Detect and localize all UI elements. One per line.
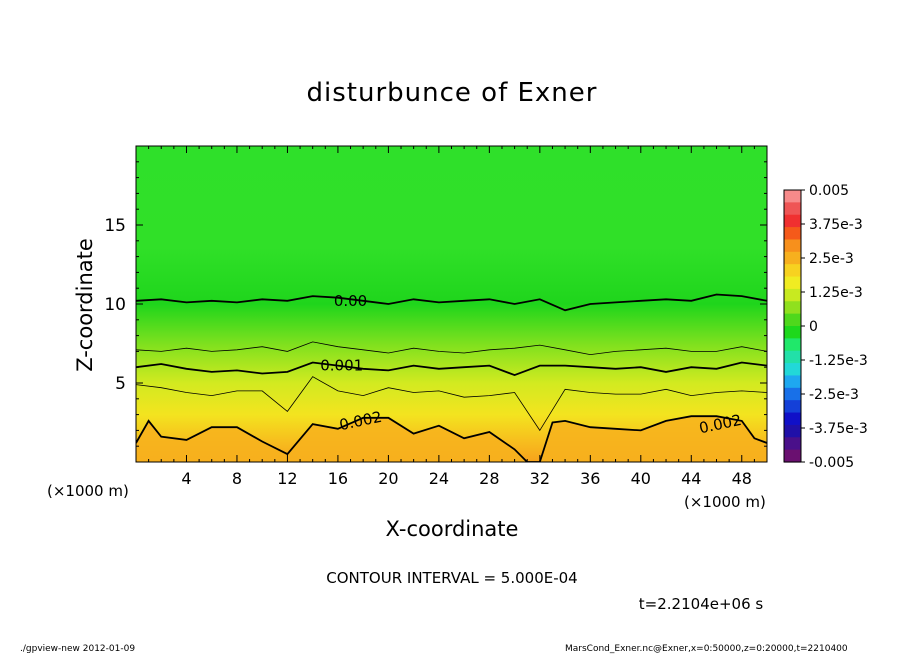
chart-title: disturbunce of Exner — [307, 78, 598, 108]
colorbar-swatch — [784, 363, 801, 377]
colorbar-label: 0 — [809, 319, 818, 335]
colorbar-swatch — [784, 326, 801, 339]
colorbar-swatch — [784, 387, 801, 401]
colorbar-label: -1.25e-3 — [809, 353, 868, 369]
x-tick-label: 36 — [580, 469, 600, 488]
colorbar-swatch — [784, 313, 801, 327]
footer-right: MarsCond_Exner.nc@Exner,x=0:50000,z=0:20… — [565, 644, 848, 654]
contour-interval-note: CONTOUR INTERVAL = 5.000E-04 — [326, 569, 577, 587]
x-tick-label: 12 — [277, 469, 297, 488]
y-tick-label: 10 — [104, 295, 126, 315]
colorbar-swatch — [784, 350, 801, 364]
x-tick-label: 48 — [732, 469, 752, 488]
x-tick-label: 28 — [479, 469, 499, 488]
colorbar-swatch — [784, 338, 801, 352]
y-axis: 5 10 15 — [104, 161, 767, 447]
colorbar-label: -3.75e-3 — [809, 421, 868, 437]
x-tick-label: 16 — [328, 469, 348, 488]
colorbar-swatch — [784, 276, 801, 290]
colorbar-label: 2.5e-3 — [809, 251, 854, 267]
x-tick-label: 8 — [232, 469, 242, 488]
x-tick-label: 40 — [631, 469, 651, 488]
x-axis: 4 8 12 16 20 24 28 32 36 40 44 48 — [148, 146, 755, 488]
contour-line-0.0015 — [136, 376, 767, 432]
field-background — [136, 146, 767, 462]
colorbar-label: 1.25e-3 — [809, 285, 863, 301]
x-unit-left: (×1000 m) — [47, 482, 129, 500]
colorbar-swatch — [784, 251, 801, 265]
contour-label: 0.001 — [320, 357, 363, 375]
x-tick-label: 44 — [681, 469, 701, 488]
colorbar-swatch — [784, 239, 801, 253]
orange-band — [136, 416, 767, 462]
time-stamp: t=2.2104e+06 s — [639, 595, 764, 613]
colorbar-swatch — [784, 449, 801, 463]
x-tick-label: 32 — [530, 469, 550, 488]
x-tick-label: 4 — [181, 469, 191, 488]
x-tick-label: 20 — [378, 469, 398, 488]
colorbar-swatch — [784, 202, 801, 216]
colorbar-swatch — [784, 288, 801, 302]
colorbar-swatch — [784, 227, 801, 241]
colorbar-swatch — [784, 214, 801, 228]
colorbar: 0.005 3.75e-3 2.5e-3 1.25e-3 0 -1.25e-3 -2.5e-… — [783, 183, 868, 471]
colorbar-label: 3.75e-3 — [809, 217, 863, 233]
contour-label: 0.00 — [334, 292, 367, 310]
colorbar-swatch — [784, 412, 801, 426]
colorbar-label: -2.5e-3 — [809, 387, 859, 403]
colorbar-label: -0.005 — [809, 455, 854, 471]
footer-left: ./gpview-new 2012-01-09 — [20, 644, 135, 654]
contour-line-0.00 — [136, 293, 767, 312]
colorbar-swatch — [784, 437, 801, 451]
colorbar-swatch — [784, 301, 801, 315]
contour-line-0.0005 — [136, 341, 767, 356]
y-tick-label: 15 — [104, 216, 126, 236]
colorbar-swatch — [784, 190, 801, 203]
contour-line-0.002 — [136, 415, 767, 462]
colorbar-label: 0.005 — [809, 183, 849, 199]
x-tick-label: 24 — [429, 469, 449, 488]
colorbar-swatch — [784, 375, 801, 389]
colorbar-swatch — [784, 424, 801, 438]
y-axis-label: Z-coordinate — [73, 238, 97, 372]
contour-line-0.001 — [136, 361, 767, 377]
colorbar-swatch — [784, 400, 801, 414]
x-axis-label: X-coordinate — [386, 517, 519, 541]
colorbar-swatch — [784, 264, 801, 278]
x-unit-right: (×1000 m) — [684, 493, 766, 511]
y-tick-label: 5 — [115, 374, 126, 394]
